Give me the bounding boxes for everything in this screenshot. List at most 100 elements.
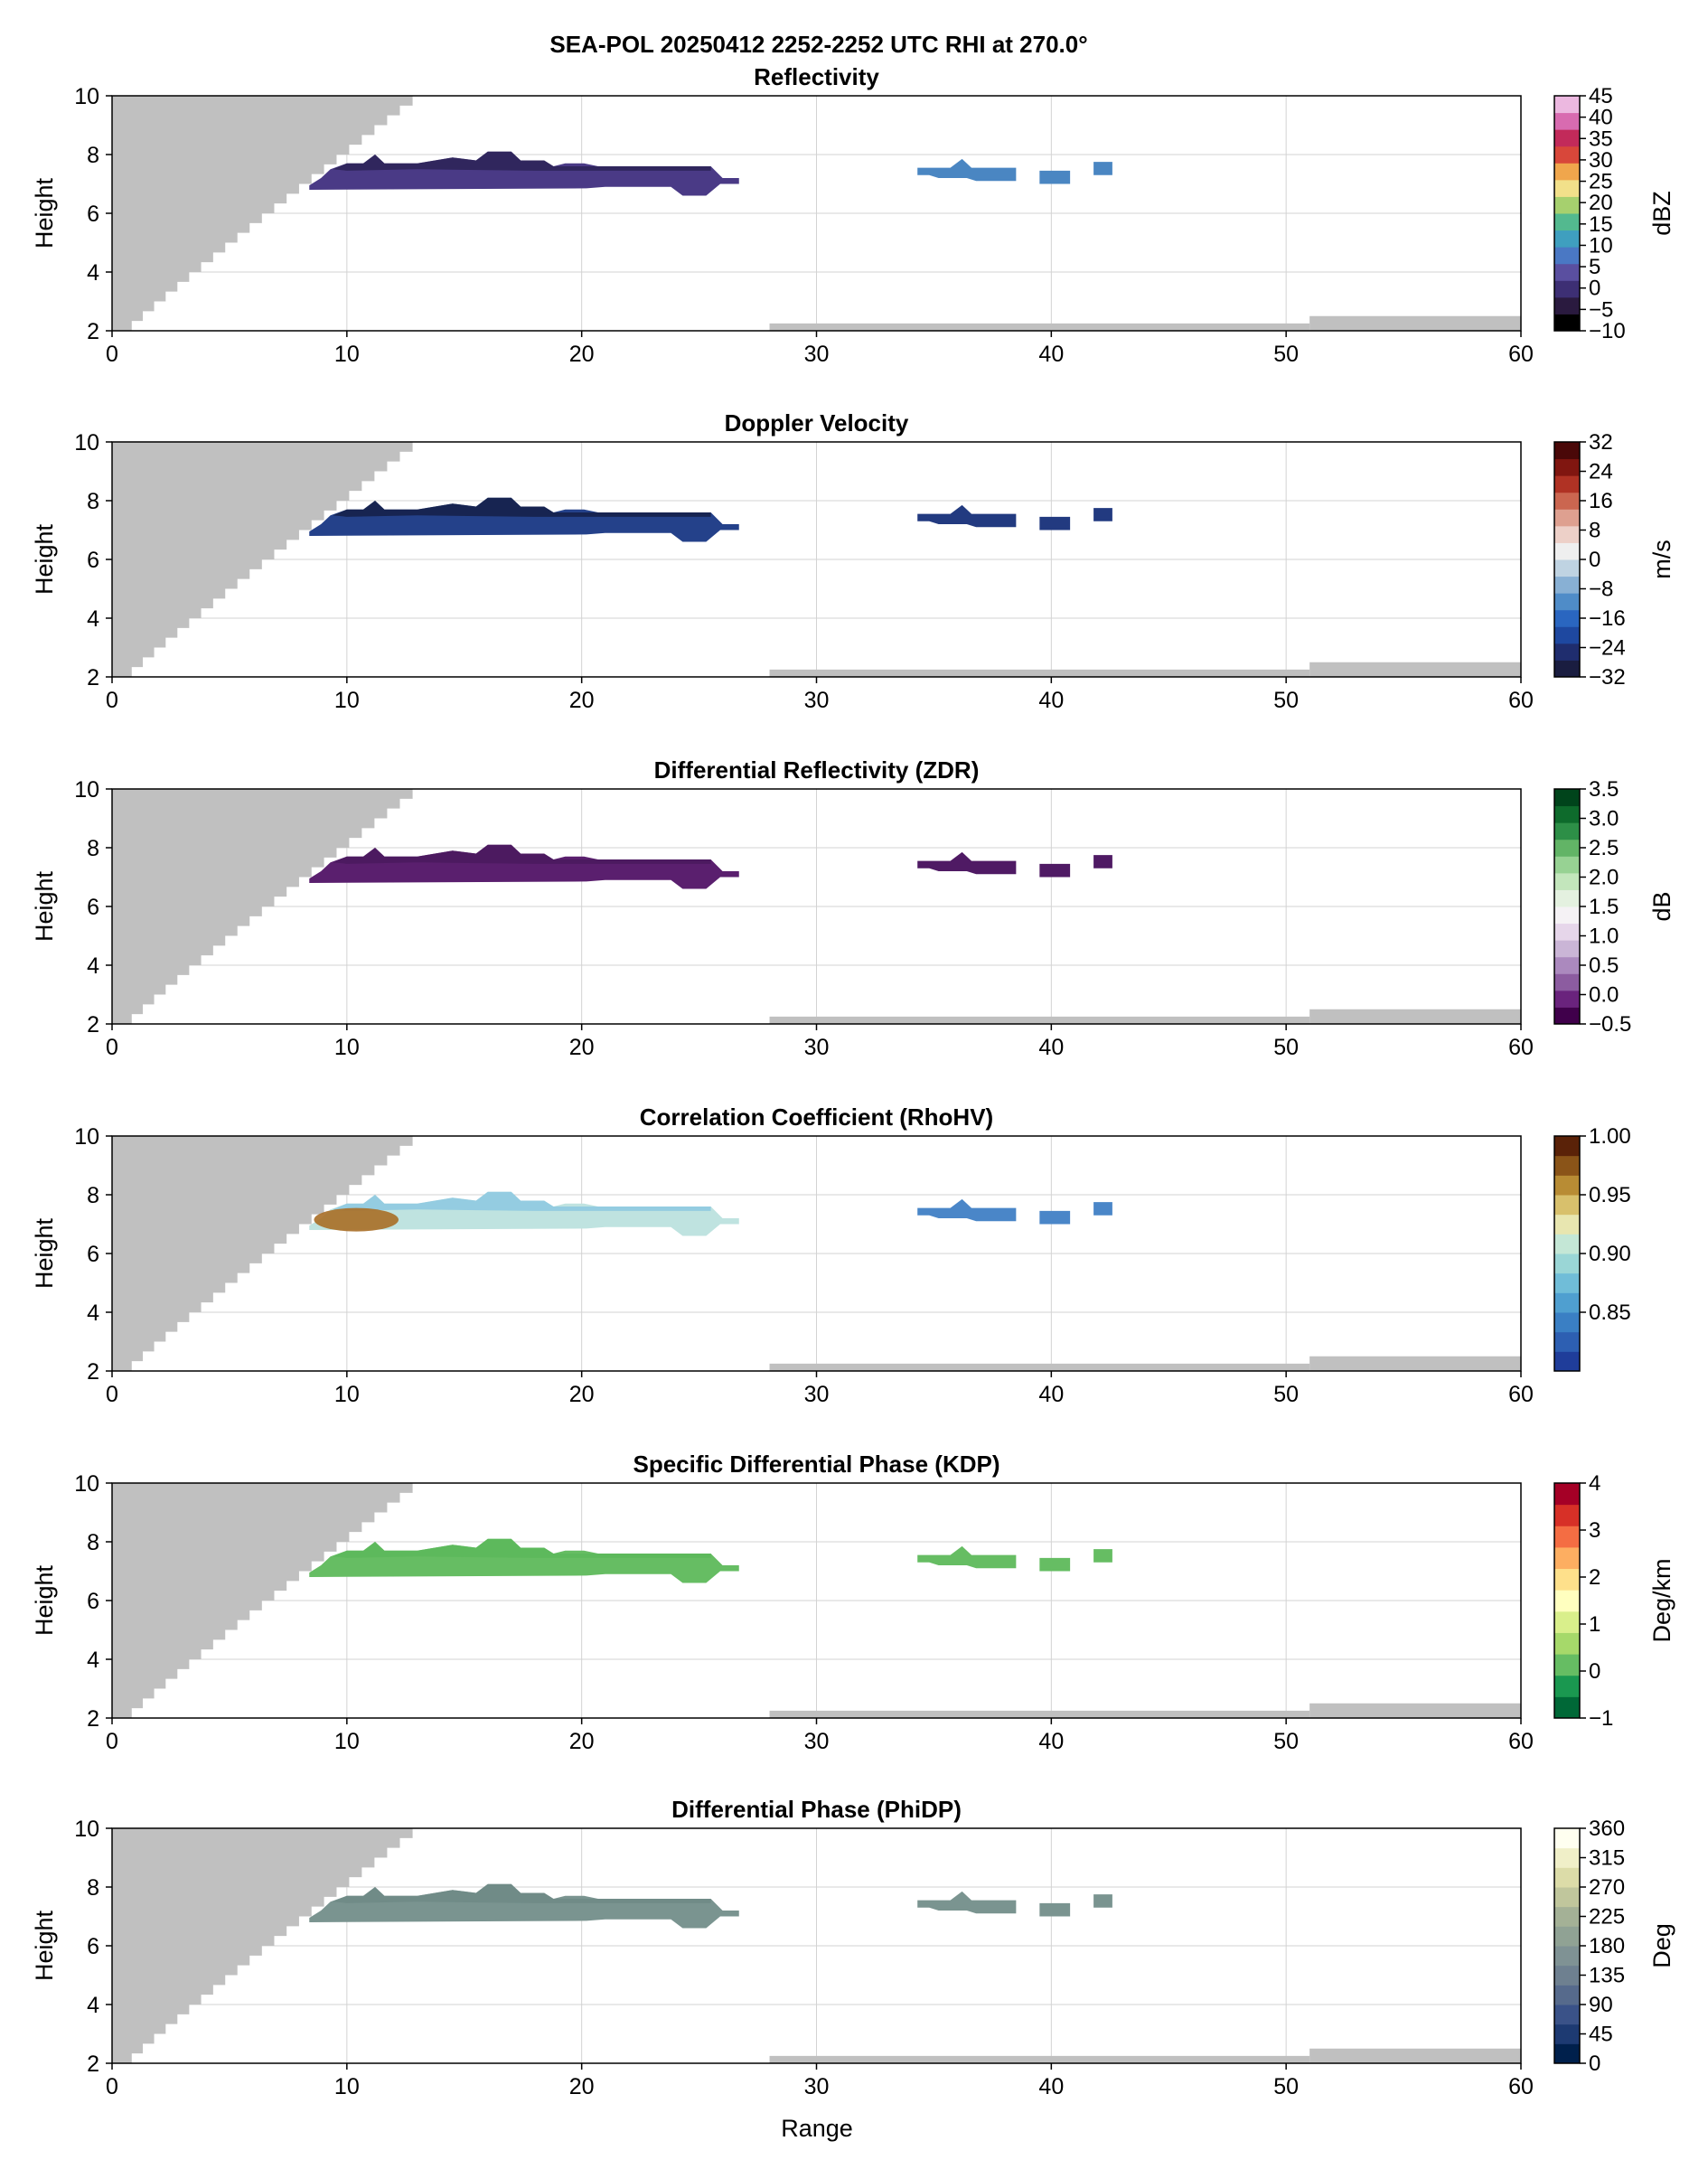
y-tick-label: 10 [74,1471,99,1497]
x-tick-label: 20 [569,342,595,367]
colorbar-segment [1554,1195,1580,1216]
colorbar-tick-label: 225 [1589,1905,1625,1930]
colorbar-segment [1554,96,1580,114]
echo-upper-band [333,497,711,517]
colorbar-segment [1554,1136,1580,1157]
colorbar-segment [1554,1254,1580,1274]
blocked-beam-wedge [112,789,413,1024]
y-tick-label: 4 [87,260,99,286]
x-tick-label: 10 [334,1382,360,1407]
colorbar-segment [1554,247,1580,265]
colorbar-segment [1554,1175,1580,1196]
colorbar-segment [1554,1272,1580,1293]
x-tick-label: 60 [1508,688,1534,713]
figure-suptitle: SEA-POL 20250412 2252-2252 UTC RHI at 27… [549,31,1087,58]
echo-cell [917,158,1017,182]
echo-cell [917,1891,1017,1914]
echo-cell [1039,1902,1071,1917]
y-tick-label: 10 [74,84,99,109]
colorbar-tick-label: 270 [1589,1875,1625,1900]
echo-main-layer [309,151,739,196]
colorbar-segment [1554,1312,1580,1333]
y-tick-label: 10 [74,777,99,803]
y-tick-label: 8 [87,1530,99,1555]
colorbar-segment [1554,805,1580,823]
panel-4: Correlation Coefficient (RhoHV)0 10 20 30 40… [31,1103,1631,1407]
echo-cell [1039,1210,1071,1225]
colorbar-segment [1554,576,1580,594]
ground-strip [769,1016,1310,1024]
echo-upper-band [333,844,711,864]
colorbar-tick-label: −5 [1589,297,1613,322]
colorbar-segment [1554,1985,1580,2005]
colorbar-segment [1554,889,1580,907]
panel-5: Specific Differential Phase (KDP)0 10 20 30… [31,1451,1675,1754]
colorbar-label: Deg [1648,1923,1675,1968]
x-tick-label: 60 [1508,1729,1534,1754]
colorbar-tick-label: −16 [1589,606,1626,631]
x-tick-label: 40 [1038,342,1064,367]
y-axis-label: Height [31,1564,58,1636]
colorbar-segment [1554,660,1580,678]
colorbar-segment [1554,1867,1580,1888]
x-tick-label: 30 [804,688,830,713]
colorbar-tick-label: 5 [1589,255,1600,279]
echo-cell [1093,162,1112,175]
colorbar-tick-label: −10 [1589,319,1626,343]
colorbar-label: m/s [1648,540,1675,579]
colorbar-segment [1554,163,1580,181]
x-tick-label: 20 [569,1729,595,1754]
panel-6: Differential Phase (PhiDP)0 10 20 30 40 50 602… [31,1796,1675,2099]
x-tick-label: 0 [106,1382,118,1407]
ground-strip [1309,1009,1521,1024]
y-tick-label: 6 [87,1589,99,1614]
x-tick-label: 30 [804,1382,830,1407]
colorbar-segment [1554,1610,1580,1633]
colorbar-segment [1554,1887,1580,1908]
x-tick-label: 50 [1273,1035,1299,1060]
colorbar-segment [1554,458,1580,476]
colorbar-segment [1554,1926,1580,1947]
x-tick-label: 50 [1273,2074,1299,2099]
colorbar-segment [1554,475,1580,493]
x-tick-label: 30 [804,2074,830,2099]
echo-cell [1093,508,1112,521]
y-axis-label: Height [31,1217,58,1289]
colorbar-tick-label: 2.0 [1589,866,1619,890]
x-tick-label: 0 [106,688,118,713]
ground-strip [1309,1356,1521,1371]
echo-cell [1039,1557,1071,1572]
plot-area [112,96,1521,331]
colorbar-segment [1554,789,1580,807]
ground-strip [1309,315,1521,331]
y-axis-label: Height [31,523,58,595]
colorbar-tick-label: 135 [1589,1964,1625,1988]
colorbar-tick-label: 0.85 [1589,1300,1631,1325]
ground-strip [1309,1703,1521,1718]
x-tick-label: 50 [1273,1382,1299,1407]
colorbar-segment [1554,609,1580,627]
y-tick-label: 8 [87,143,99,168]
colorbar-tick-label: 4 [1589,1471,1600,1496]
echo-cell [1093,855,1112,869]
plot-area [112,1828,1521,2063]
colorbar-segment [1554,956,1580,974]
colorbar-segment [1554,1654,1580,1676]
panel-3: Differential Reflectivity (ZDR)0 10 20 30 40… [31,756,1675,1060]
y-tick-label: 4 [87,1300,99,1326]
colorbar-segment [1554,1828,1580,1849]
colorbar-segment [1554,213,1580,231]
colorbar-segment [1554,1007,1580,1025]
y-tick-label: 2 [87,1012,99,1038]
x-tick-label: 40 [1038,1729,1064,1754]
echo-cell [1093,1894,1112,1908]
echo-main-layer [309,497,739,542]
colorbar-tick-label: 0 [1589,277,1600,301]
y-tick-label: 6 [87,548,99,573]
x-tick-label: 40 [1038,2074,1064,2099]
x-tick-label: 40 [1038,1035,1064,1060]
echo-upper-band [333,1538,711,1558]
colorbar-segment [1554,542,1580,560]
